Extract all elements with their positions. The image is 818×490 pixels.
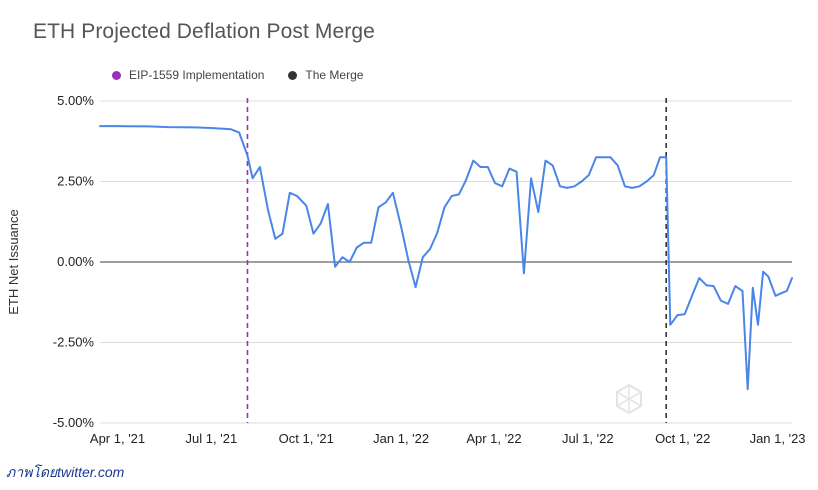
series-lines — [99, 125, 793, 391]
image-credit: ภาพโดยtwitter.com — [6, 464, 125, 480]
legend: EIP-1559 Implementation The Merge — [112, 68, 363, 82]
legend-label-eip1559: EIP-1559 Implementation — [129, 68, 265, 82]
legend-dot-merge — [288, 70, 298, 80]
watermark-logo — [616, 383, 642, 415]
x-tick-label: Jan 1, '23 — [750, 431, 806, 446]
x-tick-label: Oct 1, '22 — [655, 431, 710, 446]
y-axis-ticks: 5.00% 2.50% 0.00% -2.50% -5.00% — [53, 93, 95, 430]
legend-item-eip1559[interactable]: EIP-1559 Implementation — [112, 68, 264, 82]
chart-title: ETH Projected Deflation Post Merge — [33, 20, 375, 43]
x-tick-label: Apr 1, '21 — [90, 431, 145, 446]
y-tick-label: 5.00% — [57, 93, 94, 108]
y-tick-label: 2.50% — [57, 174, 94, 189]
x-axis-ticks: Apr 1, '21 Jul 1, '21 Oct 1, '21 Jan 1, '22… — [90, 431, 806, 446]
x-tick-label: Jul 1, '21 — [186, 431, 238, 446]
y-tick-label: -2.50% — [53, 335, 95, 350]
legend-dot-eip1559 — [112, 70, 121, 80]
x-tick-label: Apr 1, '22 — [466, 431, 521, 446]
grid-lines — [100, 100, 792, 424]
watermark-icon — [616, 383, 642, 415]
event-markers — [246, 98, 667, 423]
y-tick-label: 0.00% — [57, 254, 94, 269]
y-tick-label: -5.00% — [53, 415, 95, 430]
x-tick-label: Oct 1, '21 — [279, 431, 334, 446]
x-tick-label: Jan 1, '22 — [373, 431, 429, 446]
legend-label-merge: The Merge — [305, 68, 364, 82]
x-tick-label: Jul 1, '22 — [562, 431, 614, 446]
series-line-0 — [99, 125, 793, 391]
legend-item-merge[interactable]: The Merge — [288, 68, 363, 82]
